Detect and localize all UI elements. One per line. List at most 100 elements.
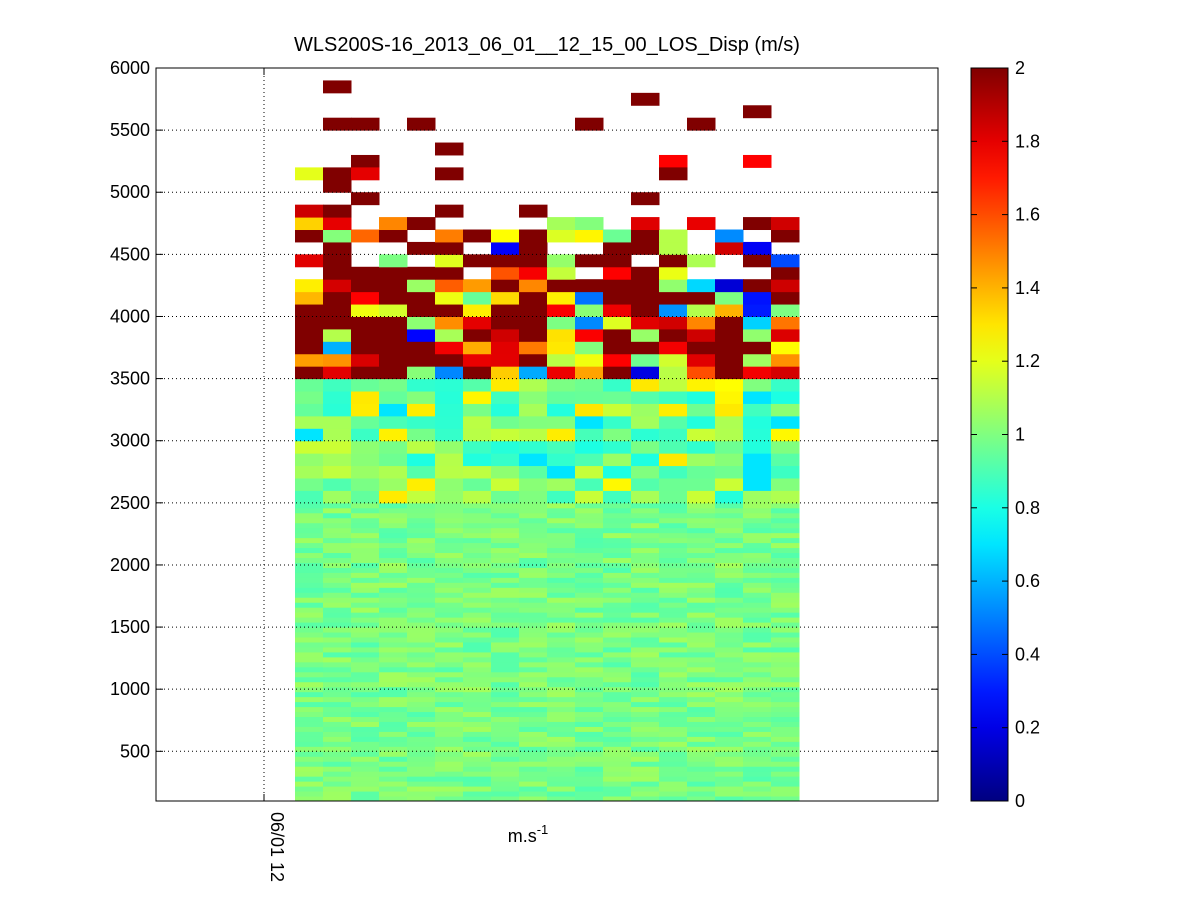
heatmap-cell: [379, 776, 408, 782]
heatmap-cell: [603, 341, 632, 355]
heatmap-cell: [435, 279, 464, 293]
heatmap-cell: [631, 746, 660, 752]
heatmap-cell: [491, 666, 520, 673]
heatmap-cell: [351, 741, 380, 747]
heatmap-cell: [771, 741, 800, 747]
heatmap-cell: [687, 627, 716, 633]
heatmap-cell: [603, 756, 632, 762]
heatmap-cell: [351, 736, 380, 742]
heatmap-cell: [379, 229, 408, 243]
heatmap-cell: [463, 587, 492, 593]
heatmap-cell: [659, 254, 688, 268]
heatmap-cell: [295, 721, 324, 727]
heatmap-cell: [463, 696, 492, 703]
heatmap-cell: [491, 691, 520, 698]
heatmap-cell: [771, 440, 800, 454]
heatmap-cell: [295, 731, 324, 737]
heatmap-cell: [463, 428, 492, 442]
heatmap-cell: [379, 577, 408, 583]
heatmap-cell: [547, 597, 576, 603]
heatmap-cell: [743, 791, 772, 797]
heatmap-cell: [351, 440, 380, 454]
heatmap-cell: [351, 646, 380, 653]
heatmap-cell: [323, 415, 352, 429]
heatmap-cell: [463, 686, 492, 693]
heatmap-cell: [575, 726, 604, 732]
heatmap-cell: [715, 796, 744, 802]
heatmap-cell: [715, 567, 744, 573]
heatmap-cell: [547, 776, 576, 782]
heatmap-cell: [435, 761, 464, 767]
heatmap-cell: [407, 776, 436, 782]
heatmap-cell: [687, 671, 716, 678]
heatmap-cell: [519, 453, 548, 467]
heatmap-cell: [407, 686, 436, 693]
heatmap-cell: [407, 522, 436, 529]
heatmap-cell: [491, 716, 520, 722]
heatmap-cell: [547, 796, 576, 802]
heatmap-cell: [295, 791, 324, 797]
heatmap-cell: [715, 736, 744, 742]
heatmap-cell: [407, 316, 436, 330]
heatmap-cell: [463, 391, 492, 404]
heatmap-cell: [519, 582, 548, 588]
heatmap-cell: [295, 353, 324, 367]
heatmap-cell: [659, 567, 688, 573]
heatmap-cell: [659, 761, 688, 767]
heatmap-cell: [715, 746, 744, 752]
heatmap-cell: [407, 751, 436, 757]
heatmap-cell: [631, 781, 660, 787]
heatmap-cell: [771, 542, 800, 549]
heatmap-cell: [547, 637, 576, 643]
heatmap-cell: [743, 154, 772, 168]
heatmap-cell: [323, 661, 352, 668]
heatmap-cell: [351, 597, 380, 603]
heatmap-cell: [715, 316, 744, 330]
heatmap-cell: [435, 353, 464, 367]
heatmap-cell: [603, 597, 632, 603]
heatmap-cell: [603, 582, 632, 588]
heatmap-cell: [715, 651, 744, 658]
heatmap-cell: [743, 477, 772, 491]
heatmap-cell: [351, 771, 380, 777]
heatmap-cell: [603, 666, 632, 673]
heatmap-cell: [435, 716, 464, 722]
heatmap-cell: [379, 266, 408, 280]
heatmap-cell: [463, 736, 492, 742]
heatmap-cell: [295, 592, 324, 598]
heatmap-cell: [687, 490, 716, 504]
heatmap-cell: [351, 572, 380, 578]
heatmap-cell: [463, 577, 492, 583]
heatmap-cell: [323, 577, 352, 583]
heatmap-cell: [463, 761, 492, 767]
heatmap-cell: [603, 641, 632, 648]
heatmap-cell: [771, 786, 800, 792]
heatmap-cell: [407, 582, 436, 588]
heatmap-cell: [575, 716, 604, 722]
heatmap-cell: [575, 781, 604, 787]
heatmap-cell: [519, 681, 548, 688]
heatmap-cell: [351, 612, 380, 618]
heatmap-cell: [351, 632, 380, 638]
heatmap-cell: [547, 279, 576, 293]
heatmap-cell: [659, 597, 688, 603]
heatmap-cell: [575, 622, 604, 628]
heatmap-cell: [603, 490, 632, 504]
heatmap-cell: [603, 507, 632, 514]
colorbar-tick-label: 1.8: [1015, 131, 1040, 151]
heatmap-cell: [295, 617, 324, 623]
heatmap-cell: [295, 167, 324, 181]
heatmap-cell: [463, 731, 492, 737]
heatmap-cell: [575, 612, 604, 618]
heatmap-cell: [631, 786, 660, 792]
heatmap-cell: [743, 304, 772, 317]
heatmap-cell: [435, 567, 464, 573]
heatmap-cell: [379, 656, 408, 663]
heatmap-cell: [323, 167, 352, 181]
colorbar-tick-label: 1.2: [1015, 351, 1040, 371]
heatmap-cell: [659, 453, 688, 467]
heatmap-cell: [631, 592, 660, 598]
heatmap-cell: [323, 651, 352, 658]
heatmap-cell: [603, 552, 632, 558]
heatmap-cell: [659, 766, 688, 772]
